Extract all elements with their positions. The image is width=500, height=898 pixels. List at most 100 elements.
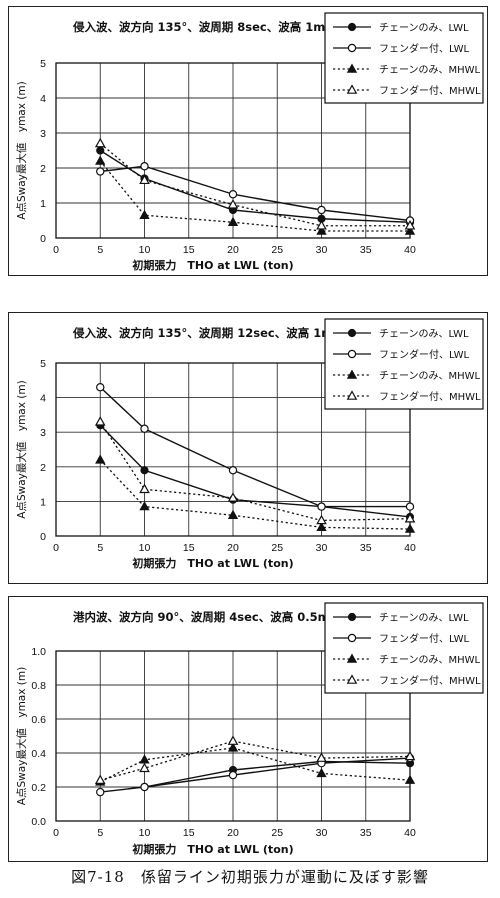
x-tick-label: 25 [271, 827, 283, 839]
x-tick-label: 15 [183, 827, 195, 839]
data-point [139, 754, 150, 764]
x-tick-label: 20 [227, 827, 239, 839]
y-tick-label: 0.8 [31, 680, 46, 692]
x-tick-label: 0 [53, 827, 59, 839]
series-line [144, 760, 411, 788]
data-point [316, 225, 327, 235]
x-tick-label: 35 [360, 542, 372, 554]
series-2 [96, 162, 415, 225]
legend-label: チェーンのみ、LWL [379, 22, 469, 34]
chart-panel-2: 侵入波、波方向 135°、波周期 12sec、波高 1m 0 5 10 15 20 25 30… [8, 312, 488, 584]
series-2 [96, 383, 415, 511]
x-tick-label: 20 [227, 244, 239, 256]
x-tick-label: 10 [139, 542, 151, 554]
y-tick-label: 1 [40, 496, 46, 508]
legend-marker [346, 653, 358, 663]
legend-label: フェンダー付、LWL [379, 42, 470, 55]
data-point [405, 502, 415, 511]
chart-panel-3: 港内波、波方向 90°、波周期 4sec、波高 0.5m 0 5 10 15 20 25 30… [8, 596, 488, 862]
x-tick-label: 15 [183, 244, 195, 256]
data-point [95, 155, 106, 165]
legend-label: フェンダー付、LWL [379, 348, 470, 361]
data-point [95, 454, 106, 464]
y-axis-label: A点Sway最大値 ymax (m) [15, 380, 28, 518]
data-point [139, 209, 150, 219]
x-axis-label: 初期張力 THO at LWL (ton) [132, 258, 293, 272]
legend: チェーンのみ、LWL フェンダー付、LWL チェーンのみ、MHWL フェンダー付、MH… [324, 602, 484, 694]
data-point [227, 742, 239, 752]
y-tick-label: 0.2 [31, 782, 46, 794]
y-tick-label: 4 [40, 393, 46, 405]
data-point [94, 416, 106, 426]
x-tick-label: 30 [316, 542, 328, 554]
y-tick-label: 3 [40, 128, 46, 140]
y-axis-label: A点Sway最大値 ymax (m) [15, 81, 28, 219]
data-point [227, 492, 239, 502]
data-point [317, 502, 326, 511]
data-point [139, 174, 150, 185]
x-tick-label: 5 [97, 827, 103, 839]
x-tick-label: 5 [97, 542, 103, 554]
data-point [228, 770, 238, 780]
x-tick-label: 20 [227, 542, 239, 554]
y-tick-label: 4 [40, 93, 46, 105]
data-point [139, 483, 150, 494]
data-point [316, 767, 327, 778]
series-line [99, 142, 410, 227]
series-line [99, 149, 411, 223]
x-tick-label: 10 [139, 827, 151, 839]
x-tick-label: 30 [316, 244, 328, 256]
x-tick-label: 30 [316, 827, 328, 839]
y-tick-label: 1 [40, 198, 46, 210]
legend-label: チェーンのみ、LWL [379, 328, 469, 340]
y-tick-label: 2 [40, 163, 46, 175]
legend-label: チェーンのみ、LWL [379, 612, 469, 624]
data-point [227, 509, 239, 519]
series-line [100, 740, 411, 781]
data-point [404, 220, 416, 230]
x-tick-label: 15 [183, 542, 195, 554]
data-point [140, 424, 149, 433]
legend-label: フェンダー付、MHWL [379, 390, 481, 403]
legend-label: チェーンのみ、MHWL [379, 654, 481, 666]
data-point [316, 514, 327, 525]
data-point [227, 735, 239, 745]
y-tick-label: 3 [40, 427, 46, 439]
legend-label: チェーンのみ、MHWL [379, 370, 481, 382]
y-tick-label: 0.6 [31, 714, 46, 726]
legend-marker [347, 349, 357, 359]
data-point [227, 216, 239, 226]
x-tick-label: 0 [53, 244, 59, 256]
data-point [316, 752, 327, 762]
data-point [96, 146, 105, 155]
chart-title: 侵入波、波方向 135°、波周期 12sec、波高 1m [72, 326, 333, 340]
x-tick-label: 35 [360, 827, 372, 839]
series-3 [95, 155, 416, 235]
data-point [316, 220, 327, 230]
series-4 [94, 735, 416, 784]
legend-marker [347, 633, 357, 643]
data-point [96, 787, 105, 797]
chart-title: 港内波、波方向 90°、波周期 4sec、波高 0.5m [73, 610, 330, 624]
y-tick-label: 0.0 [31, 816, 46, 828]
x-tick-label: 35 [360, 244, 372, 256]
legend-marker [346, 369, 358, 379]
data-point [228, 466, 238, 475]
series-4 [94, 137, 416, 230]
data-point [96, 167, 105, 176]
plot-frame [55, 650, 411, 822]
x-tick-label: 25 [271, 244, 283, 256]
data-point [139, 501, 150, 511]
y-tick-label: 1.0 [31, 646, 46, 658]
x-tick-label: 0 [53, 542, 59, 554]
legend-marker [346, 63, 358, 73]
chart-1-svg: 侵入波、波方向 135°、波周期 8sec、波高 1m0 5 10 15 20 25 30 3… [15, 12, 484, 272]
series-line [99, 747, 411, 783]
data-point [94, 137, 106, 148]
y-tick-label: 0 [40, 233, 46, 245]
chart-panel-1: 侵入波、波方向 135°、波周期 8sec、波高 1m 0 5 10 15 20 25 30 3… [8, 6, 488, 276]
x-tick-label: 25 [271, 542, 283, 554]
data-point [94, 774, 106, 784]
data-point [316, 521, 327, 532]
data-point [227, 199, 239, 209]
